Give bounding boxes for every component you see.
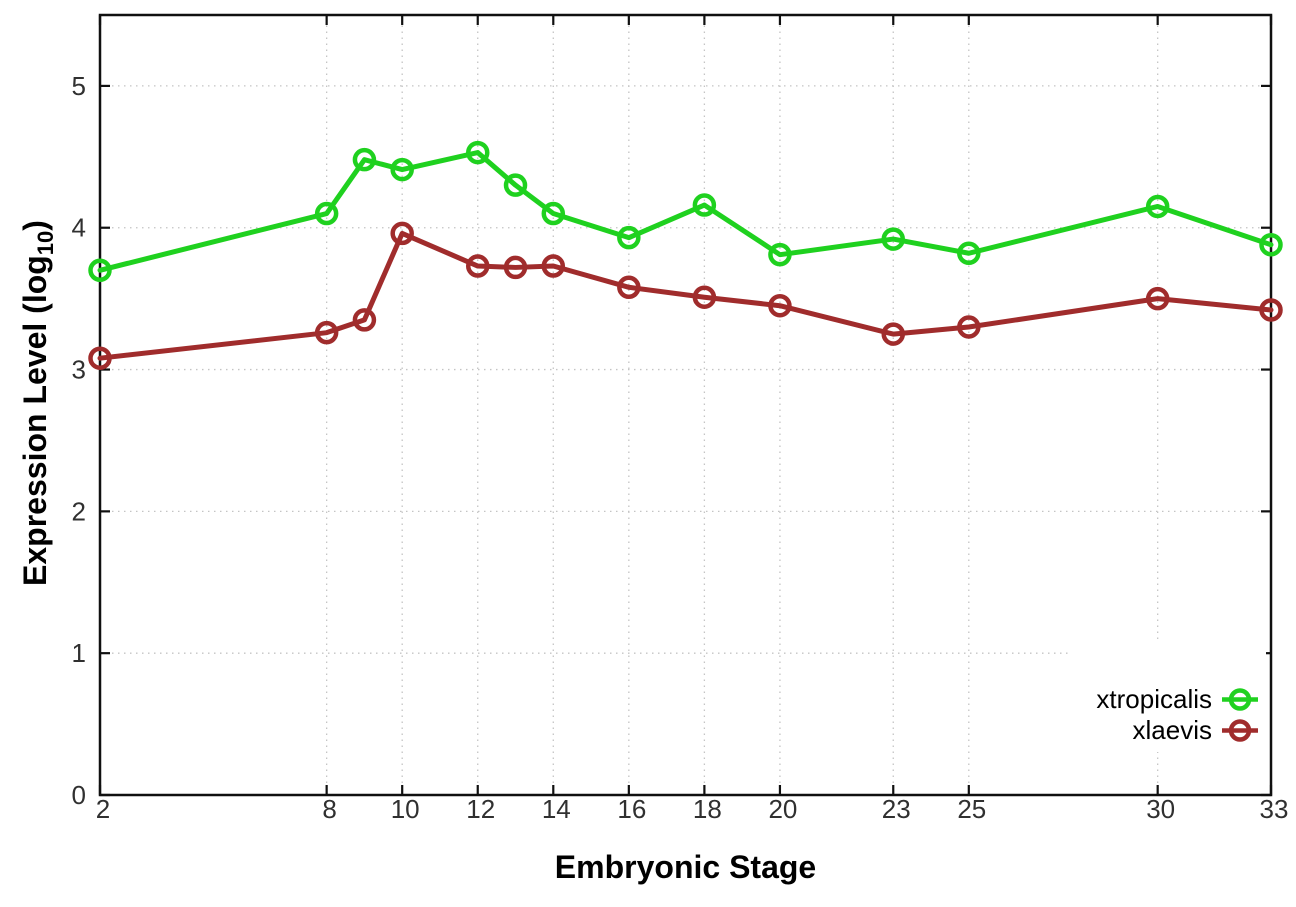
data-point-xlaevis (352, 308, 377, 332)
series-line-xtropicalis (97, 150, 1274, 273)
x-tick-label: 30 (1146, 794, 1175, 824)
plot-border (98, 13, 1273, 797)
legend-label-xtropicalis: xtropicalis (1096, 684, 1212, 714)
data-point-xtropicalis (88, 258, 112, 283)
data-point-xtropicalis (314, 201, 339, 226)
xtropicalis-line-marker-icon (1222, 688, 1258, 711)
legend-label-xlaevis: xlaevis (1132, 715, 1212, 745)
data-point-xtropicalis (352, 147, 377, 172)
data-point-xtropicalis (390, 157, 414, 182)
x-tick-label: 14 (542, 794, 571, 824)
data-point-xtropicalis (617, 225, 641, 250)
y-tick-label: 1 (72, 638, 86, 668)
data-point-xlaevis (692, 285, 717, 309)
data-point-xtropicalis (465, 140, 490, 165)
x-tick-label: 33 (1260, 794, 1289, 824)
y-tick-label: 2 (72, 496, 86, 526)
data-point-xlaevis (1145, 286, 1170, 311)
data-point-xtropicalis (1145, 194, 1170, 219)
y-tick-label: 5 (72, 71, 86, 101)
data-point-xlaevis (768, 293, 792, 318)
y-tick-label: 3 (72, 355, 86, 385)
x-tick-label: 25 (957, 794, 986, 824)
y-axis-label-subscript: 10 (33, 230, 59, 256)
data-point-xtropicalis (503, 173, 528, 197)
x-axis-label: Embryonic Stage (554, 849, 817, 885)
y-axis-label: Expression Level (log10) (17, 220, 59, 586)
data-point-xlaevis (390, 221, 414, 246)
data-point-xlaevis (541, 254, 566, 278)
legend-item-xlaevis: xlaevis (1133, 715, 1258, 746)
x-tick-label: 20 (768, 794, 797, 824)
x-tick-label: 12 (466, 794, 495, 824)
data-point-xtropicalis (1259, 232, 1283, 257)
data-point-xlaevis (957, 315, 981, 339)
x-tick-label: 2 (96, 794, 110, 824)
y-tick-label: 0 (72, 780, 86, 810)
x-tick-label: 8 (322, 794, 336, 824)
data-point-xtropicalis (881, 227, 906, 251)
xlaevis-line-marker-icon (1222, 719, 1258, 742)
data-point-xlaevis (503, 255, 528, 280)
data-point-xtropicalis (692, 193, 717, 217)
data-point-xlaevis (617, 275, 641, 300)
x-tick-label: 18 (693, 794, 722, 824)
data-point-xtropicalis (768, 242, 792, 267)
x-tick-label: 16 (617, 794, 646, 824)
legend: xtropicalis xlaevis (1070, 642, 1266, 752)
y-axis-label-suffix: ) (16, 220, 53, 231)
data-point-xtropicalis (957, 241, 981, 266)
legend-item-xtropicalis: xtropicalis (1096, 684, 1258, 715)
data-point-xtropicalis (541, 201, 566, 226)
x-tick-label: 10 (391, 794, 420, 824)
data-point-xlaevis (881, 322, 906, 346)
series-line-xlaevis (97, 230, 1274, 361)
data-point-xlaevis (1259, 298, 1283, 322)
data-point-xlaevis (465, 254, 490, 278)
data-point-xlaevis (88, 346, 112, 370)
y-axis-label-text: Expression Level (log (16, 255, 53, 586)
y-tick-label: 4 (72, 213, 86, 243)
data-point-xlaevis (314, 320, 339, 345)
x-tick-label: 23 (882, 794, 911, 824)
